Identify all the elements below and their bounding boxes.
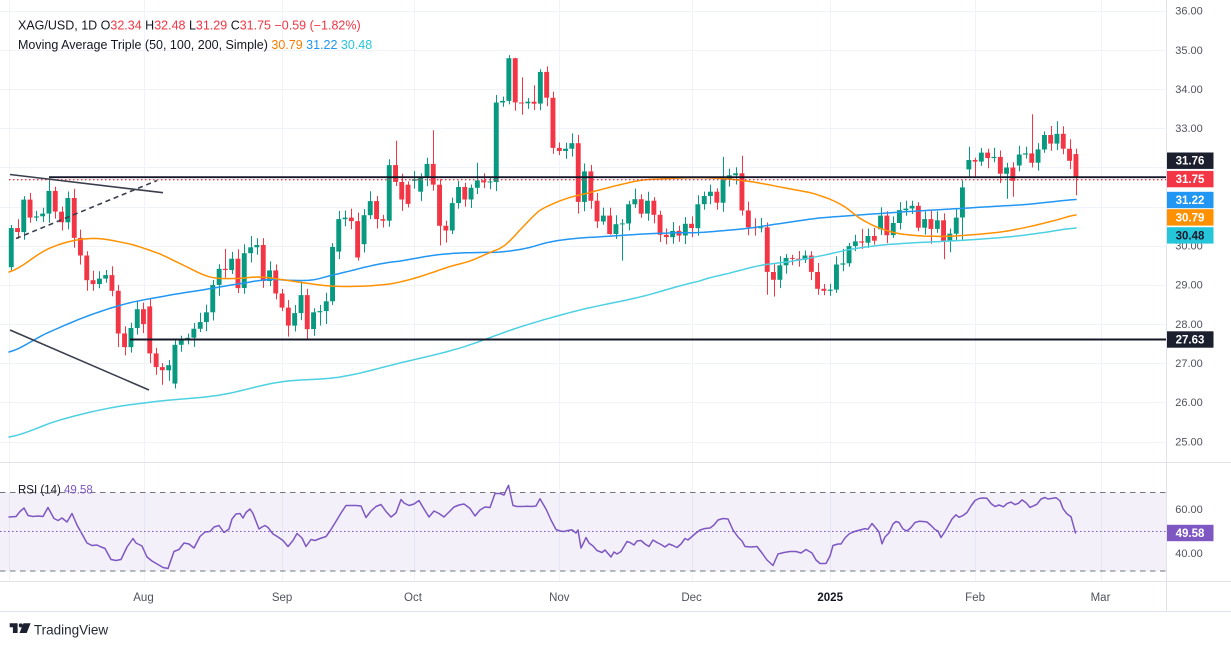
svg-text:27.63: 27.63: [1176, 335, 1205, 347]
svg-text:60.00: 60.00: [1175, 504, 1203, 516]
svg-text:35.00: 35.00: [1175, 45, 1203, 57]
svg-text:Sep: Sep: [272, 592, 292, 604]
svg-text:30.48: 30.48: [1176, 230, 1205, 242]
svg-text:36.00: 36.00: [1175, 6, 1203, 18]
svg-text:31.22: 31.22: [1176, 195, 1205, 207]
svg-text:Aug: Aug: [133, 592, 153, 604]
svg-text:40.00: 40.00: [1175, 548, 1203, 560]
svg-text:30.79: 30.79: [1176, 212, 1205, 224]
svg-text:25.00: 25.00: [1175, 436, 1203, 448]
svg-text:RSI (14) 49.58: RSI (14) 49.58: [18, 485, 93, 497]
svg-text:XAG/USD, 1D O32.34 H32.48 L31.: XAG/USD, 1D O32.34 H32.48 L31.29 C31.75 …: [18, 19, 361, 33]
svg-text:Moving Average Triple (50, 100: Moving Average Triple (50, 100, 200, Sim…: [18, 38, 372, 52]
svg-text:28.00: 28.00: [1175, 319, 1203, 331]
svg-text:2025: 2025: [817, 592, 843, 604]
svg-text:31.75: 31.75: [1176, 174, 1205, 186]
svg-text:34.00: 34.00: [1175, 84, 1203, 96]
svg-text:Nov: Nov: [549, 592, 570, 604]
svg-text:Dec: Dec: [681, 592, 702, 604]
svg-text:33.00: 33.00: [1175, 123, 1203, 135]
svg-text:49.58: 49.58: [1176, 528, 1205, 540]
svg-text:27.00: 27.00: [1175, 358, 1203, 370]
svg-text:Oct: Oct: [404, 592, 423, 604]
svg-text:TradingView: TradingView: [34, 622, 109, 637]
svg-text:31.76: 31.76: [1176, 156, 1205, 168]
svg-text:Feb: Feb: [965, 592, 985, 604]
svg-text:29.00: 29.00: [1175, 280, 1203, 292]
svg-text:30.00: 30.00: [1175, 241, 1203, 253]
svg-text:26.00: 26.00: [1175, 397, 1203, 409]
svg-text:Mar: Mar: [1091, 592, 1111, 604]
